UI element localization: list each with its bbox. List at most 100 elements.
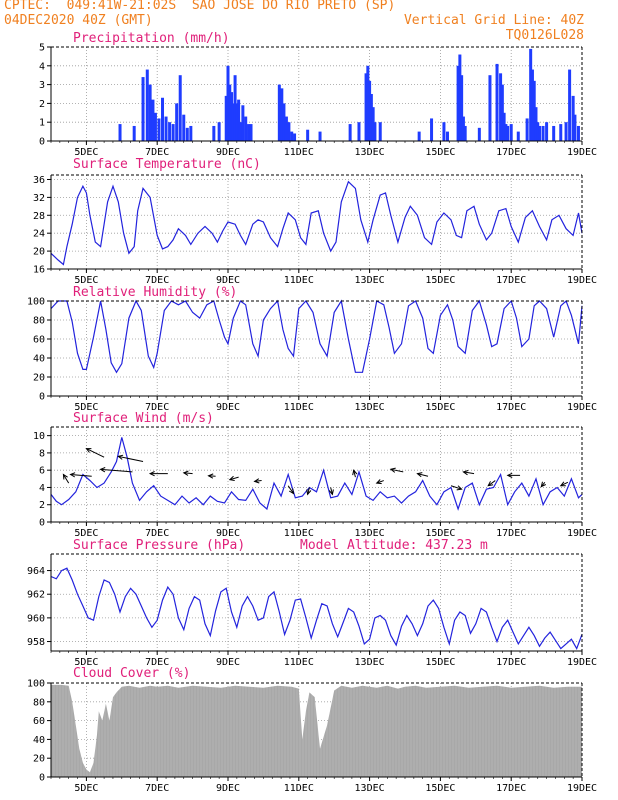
wind-vector-arrowhead xyxy=(352,469,358,476)
precip-bar xyxy=(525,118,529,141)
cloud-area xyxy=(51,684,582,777)
rh-xtick-label: 15DEC xyxy=(425,402,455,413)
temp-ytick-label: 28 xyxy=(33,211,45,222)
precip-bar xyxy=(532,80,536,141)
precip-ytick-label: 1 xyxy=(39,118,45,129)
precip-bar xyxy=(164,116,168,141)
wind-vector-arrowhead xyxy=(117,454,124,460)
press-ytick-label: 958 xyxy=(27,637,45,648)
precip-bar xyxy=(530,69,534,141)
precip-bar xyxy=(504,124,508,141)
precip-bar xyxy=(488,75,492,141)
precip-bar xyxy=(506,125,510,141)
wind-vector-arrow xyxy=(62,474,70,484)
precip-bar xyxy=(364,73,368,141)
temp-xtick-label: 7DEC xyxy=(145,275,169,286)
precip-bar xyxy=(545,122,549,141)
rh-xtick-label: 9DEC xyxy=(216,402,240,413)
precip-bar xyxy=(157,118,161,141)
rh-series-line xyxy=(50,299,583,374)
wind-vector-arrowhead xyxy=(487,481,494,487)
precip-panel: Precipitation (mm/h) 0 1 2 3 4 5 5DEC 7DEC 9DEC 11… xyxy=(39,31,597,158)
temp-ytick-label: 36 xyxy=(33,175,45,186)
wind-vector-arrow xyxy=(100,468,133,473)
precip-bar xyxy=(571,95,575,141)
wind-vector-arrowhead xyxy=(462,470,469,476)
rh-panel: Relative Humidity (%) 0 20 40 60 80 100 5DEC 7DE… xyxy=(27,285,597,413)
wind-vector-arrow xyxy=(86,448,105,458)
wind-vector-arrow xyxy=(487,480,496,487)
wind-vector-arrowhead xyxy=(375,479,382,485)
precip-bar xyxy=(178,75,182,141)
wind-vector-arrowhead xyxy=(182,470,189,476)
precip-bar xyxy=(237,99,241,141)
precip-bar xyxy=(189,125,193,141)
wind-vector-arrowhead xyxy=(456,485,463,491)
rh-ytick-label: 0 xyxy=(39,392,45,403)
precip-bar xyxy=(368,80,372,141)
press-series-line xyxy=(50,567,583,651)
wind-ytick-label: 10 xyxy=(33,431,45,442)
precip-bar xyxy=(500,84,504,141)
precip-xtick-label: 5DEC xyxy=(74,147,98,158)
precip-bar xyxy=(247,124,251,141)
temp-xtick-label: 5DEC xyxy=(74,275,98,286)
precip-bar xyxy=(148,84,152,141)
rh-xtick-label: 7DEC xyxy=(145,402,169,413)
precip-bar xyxy=(153,112,157,141)
precip-bar xyxy=(171,124,175,141)
cloud-xtick-label: 13DEC xyxy=(355,783,385,794)
run-datetime: 04DEC2020 40Z (GMT) xyxy=(4,13,153,28)
precip-xtick-label: 9DEC xyxy=(216,147,240,158)
precip-bar xyxy=(244,116,248,141)
precip-bar xyxy=(132,125,136,141)
precip-bar xyxy=(280,88,284,141)
location-title: CPTEC: 049:41W-21:02S SAO JOSE DO RIO PR… xyxy=(4,0,396,13)
temp-panel: Surface Temperature (nC) 16 20 24 28 32 36 5DEC… xyxy=(33,157,597,286)
precip-bar xyxy=(445,131,449,141)
precip-bar xyxy=(442,122,446,141)
wind-series-line xyxy=(50,437,583,511)
press-subtitle: Model Altitude: 437.23 m xyxy=(300,538,488,553)
wind-ytick-label: 8 xyxy=(39,448,45,459)
wind-vector-arrowhead xyxy=(69,472,76,478)
precip-bar xyxy=(293,133,297,141)
wind-ytick-label: 2 xyxy=(39,500,45,511)
meteogram-header: CPTEC: 049:41W-21:02S SAO JOSE DO RIO PR… xyxy=(0,0,618,48)
wind-vector-arrowhead xyxy=(148,471,155,477)
wind-xtick-label: 5DEC xyxy=(74,528,98,539)
rh-title: Relative Humidity (%) xyxy=(73,285,237,300)
wind-vector-arrow xyxy=(417,473,429,477)
precip-bar xyxy=(378,122,382,141)
temp-ytick-label: 20 xyxy=(33,247,45,258)
precip-xtick-label: 19DEC xyxy=(567,147,597,158)
wind-vector-arrow xyxy=(307,487,310,495)
precip-bar xyxy=(477,127,481,141)
precip-bar xyxy=(217,122,221,141)
temp-xtick-label: 17DEC xyxy=(496,275,526,286)
wind-vector-arrowhead xyxy=(62,473,68,480)
wind-vector-arrow xyxy=(229,476,239,481)
precip-bar xyxy=(230,92,234,141)
precip-bar xyxy=(226,65,230,141)
temp-xtick-label: 13DEC xyxy=(355,275,385,286)
wind-vector-arrowhead xyxy=(540,481,547,488)
wind-vector-arrowhead xyxy=(253,478,260,484)
rh-ytick-label: 60 xyxy=(33,335,45,346)
precip-xtick-label: 17DEC xyxy=(496,147,526,158)
press-ytick-label: 964 xyxy=(27,566,45,577)
wind-vector-arrowhead xyxy=(389,467,396,473)
wind-vector-arrowhead xyxy=(559,481,566,487)
wind-ytick-label: 6 xyxy=(39,466,45,477)
precip-bar xyxy=(371,107,375,141)
rh-ytick-label: 80 xyxy=(33,316,45,327)
precip-bar xyxy=(168,122,172,141)
press-xtick-label: 15DEC xyxy=(425,657,455,668)
precip-bar xyxy=(175,103,179,141)
press-xtick-label: 13DEC xyxy=(355,657,385,668)
precip-bar xyxy=(463,125,467,141)
wind-vector-arrow xyxy=(463,471,475,475)
press-xtick-label: 11DEC xyxy=(284,657,314,668)
precip-bar xyxy=(366,65,370,141)
cloud-panel: Cloud Cover (%) 0 20 40 60 80 100 5DEC 7DEC 9DEC 1… xyxy=(27,666,597,794)
